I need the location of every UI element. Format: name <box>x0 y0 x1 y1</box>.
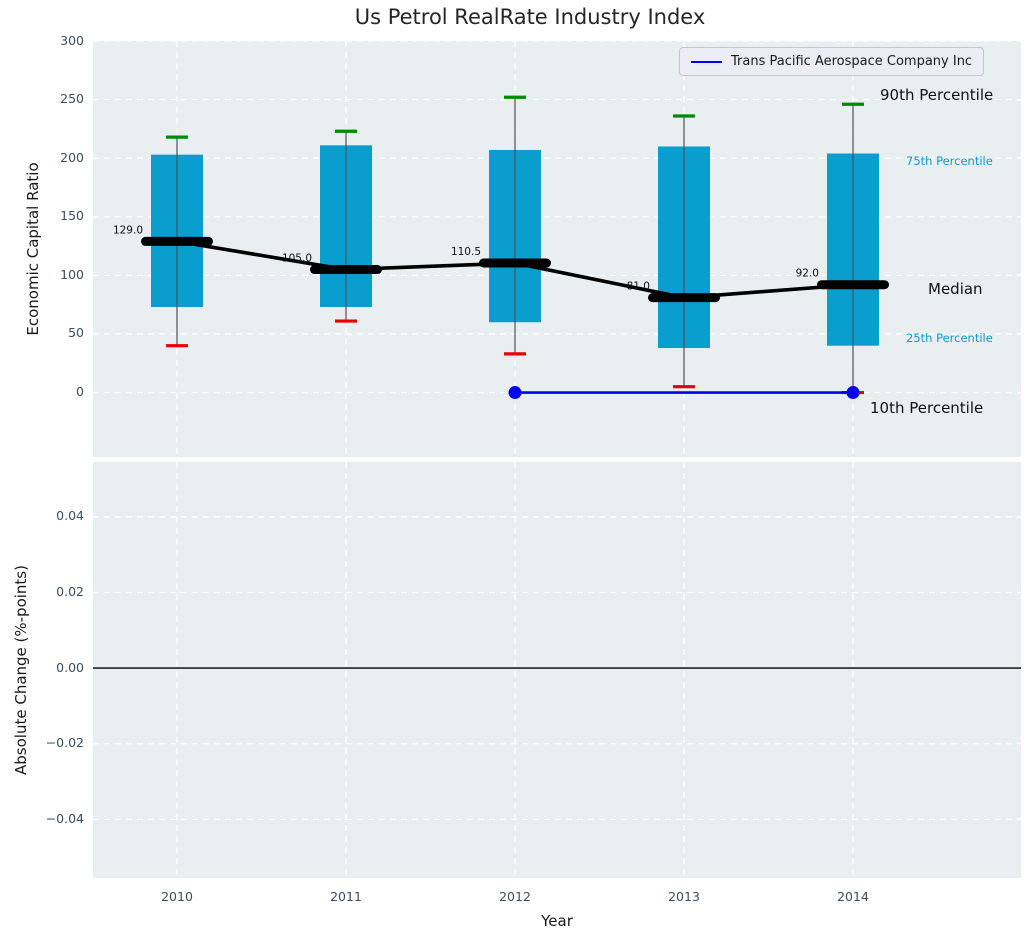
median-value-label: 81.0 <box>627 281 650 293</box>
annotation-median: Median <box>928 280 983 298</box>
annotation-25th-percentile: 25th Percentile <box>906 331 993 345</box>
median-bar <box>141 236 213 246</box>
company-series-marker <box>508 386 522 400</box>
y-tick-label-bottom: −0.02 <box>45 735 84 751</box>
x-tick-label: 2010 <box>161 889 193 904</box>
median-bar <box>310 265 382 275</box>
chart-title: Us Petrol RealRate Industry Index <box>354 5 706 29</box>
y-tick-label-top: 100 <box>60 266 84 282</box>
y-tick-label-top: 0 <box>76 384 84 400</box>
x-tick-label: 2013 <box>668 889 700 904</box>
median-bar <box>817 280 889 290</box>
x-axis-label: Year <box>541 912 573 930</box>
annotation-90th-percentile: 90th Percentile <box>880 86 994 104</box>
company-series-marker <box>846 386 860 400</box>
bottom-plot-canvas <box>93 462 1021 878</box>
y-tick-label-top: 200 <box>60 149 84 165</box>
y-tick-label-top: 300 <box>60 32 84 48</box>
annotation-10th-percentile: 10th Percentile <box>870 399 984 417</box>
top-plot-canvas: 129.0 105.0 110.5 81.0 92.0 <box>93 41 1021 457</box>
bottom-plot-panel <box>93 462 1021 878</box>
median-value-label: 105.0 <box>282 253 312 265</box>
legend: Trans Pacific Aerospace Company Inc <box>679 47 985 76</box>
x-tick-label: 2011 <box>330 889 362 904</box>
x-tick-label: 2014 <box>837 889 869 904</box>
y-tick-label-top: 50 <box>68 325 84 341</box>
y-tick-label-bottom: 0.02 <box>56 583 84 599</box>
legend-label: Trans Pacific Aerospace Company Inc <box>731 54 973 69</box>
median-value-label: 92.0 <box>796 268 819 280</box>
median-value-label: 110.5 <box>451 246 481 258</box>
y-axis-label-top: Economic Capital Ratio <box>24 162 42 336</box>
top-plot-panel: 129.0 105.0 110.5 81.0 92.0 <box>93 41 1021 457</box>
y-tick-label-top: 250 <box>60 91 84 107</box>
x-tick-label: 2012 <box>499 889 531 904</box>
y-tick-label-bottom: 0.00 <box>56 659 84 675</box>
y-tick-label-bottom: −0.04 <box>45 810 84 826</box>
y-tick-label-top: 150 <box>60 208 84 224</box>
annotation-75th-percentile: 75th Percentile <box>906 154 993 168</box>
median-bar <box>479 258 551 268</box>
legend-line-sample <box>691 60 722 63</box>
median-bar <box>648 293 720 303</box>
y-tick-label-bottom: 0.04 <box>56 508 84 524</box>
median-value-label: 129.0 <box>113 224 143 236</box>
